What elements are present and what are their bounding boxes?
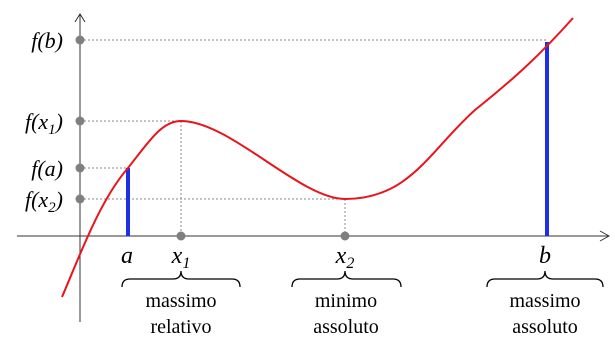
brace-right <box>486 270 604 288</box>
brace-left <box>121 270 241 288</box>
braces <box>121 270 604 288</box>
annotation-right-line1: massimo <box>509 290 580 312</box>
y-axis-arrow <box>74 13 86 23</box>
annotation-left-line2: relativo <box>150 316 211 338</box>
label-x2: x2 <box>335 243 355 272</box>
label-fx2: f(x2) <box>25 187 63 216</box>
annotation-middle-line1: minimo <box>315 290 377 312</box>
annotation-middle-line2: assoluto <box>313 316 379 338</box>
guide-lines <box>80 39 546 236</box>
dot-fb <box>75 35 85 45</box>
brace-middle <box>291 270 402 288</box>
dot-fx2 <box>75 194 85 204</box>
dot-fx1 <box>75 116 85 126</box>
x-axis-dots <box>176 231 350 241</box>
label-b: b <box>539 243 551 269</box>
function-curve <box>61 17 574 298</box>
value-bars <box>126 42 549 236</box>
dot-x1 <box>176 231 186 241</box>
dot-fa <box>75 163 85 173</box>
annotation-right-line2: assoluto <box>512 316 578 338</box>
label-fa: f(a) <box>31 156 63 181</box>
label-x1: x1 <box>171 243 191 272</box>
y-axis-dots <box>75 35 85 204</box>
x-axis-arrow <box>599 230 611 242</box>
label-fx1: f(x1) <box>25 109 63 138</box>
annotation-left-line1: massimo <box>145 290 216 312</box>
label-fb: f(b) <box>31 28 63 53</box>
label-a: a <box>121 243 133 269</box>
dot-x2 <box>340 231 350 241</box>
